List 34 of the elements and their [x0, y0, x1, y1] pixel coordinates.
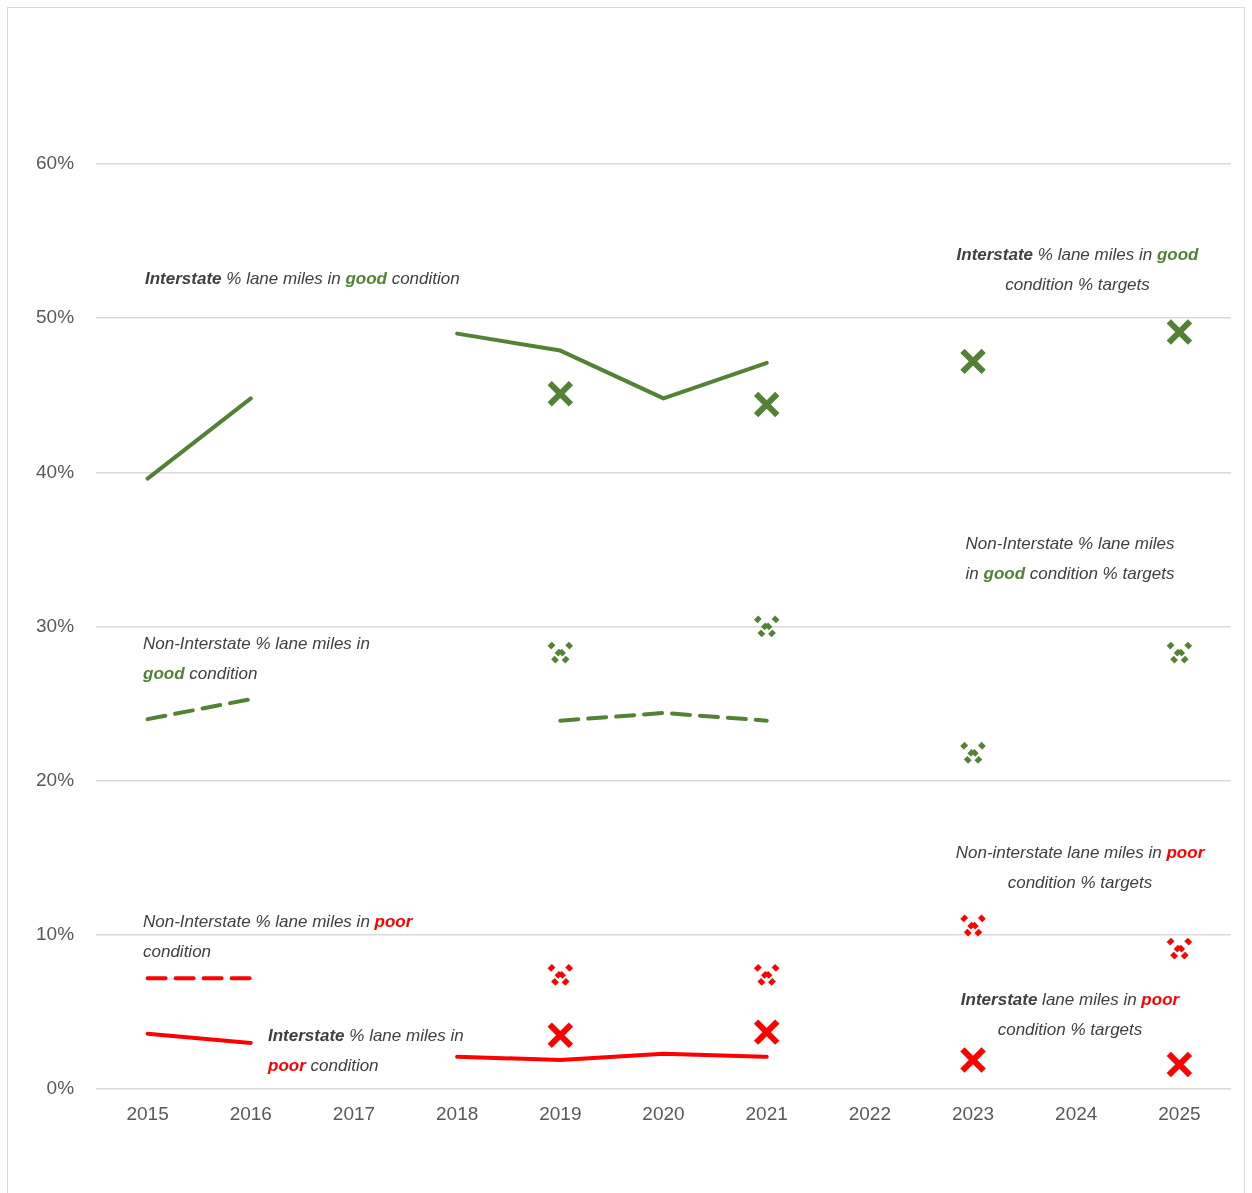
point — [753, 1018, 781, 1046]
point — [959, 1046, 987, 1074]
x-tick-label: 2022 — [848, 1102, 892, 1124]
y-tick-label: 10% — [36, 923, 75, 945]
point — [959, 347, 987, 375]
x-tick-label: 2019 — [539, 1102, 582, 1124]
y-tick-label: 40% — [36, 460, 75, 482]
point — [753, 390, 781, 419]
y-tick-label: 0% — [46, 1077, 75, 1099]
text: Non-Interstate % lane miles in good condition — [143, 634, 370, 683]
x-tick-label: 2023 — [951, 1102, 995, 1124]
point — [1165, 318, 1194, 346]
x-tick-label: 2021 — [745, 1102, 788, 1124]
x-tick-label: 2016 — [229, 1102, 272, 1124]
point — [546, 380, 574, 408]
x-tick-label: 2020 — [642, 1102, 685, 1124]
y-tick-label: 50% — [36, 306, 75, 328]
y-tick-label: 60% — [36, 152, 75, 174]
text: Interstate lane miles in poor condition % targets — [960, 990, 1180, 1039]
text: Interstate % lane miles in poor condition — [268, 1026, 464, 1075]
point — [1165, 1050, 1194, 1079]
text: Interstate % lane miles in good condition — [145, 269, 460, 288]
x-tick-label: 2018 — [436, 1102, 479, 1124]
text: Non-interstate lane miles in poor condition % targets — [955, 843, 1205, 892]
x-tick-label: 2017 — [332, 1102, 376, 1124]
y-tick-label: 20% — [36, 769, 75, 791]
text: Interstate % lane miles in good condition % targets — [956, 245, 1199, 294]
point — [546, 1021, 574, 1049]
y-tick-label: 30% — [36, 614, 75, 636]
x-tick-label: 2024 — [1055, 1102, 1098, 1124]
x-tick-label: 2025 — [1158, 1102, 1201, 1124]
text: Non-Interstate % lane miles in good condition % targets — [965, 534, 1175, 583]
text: Non-Interstate % lane miles in poor condition — [143, 912, 413, 961]
x-tick-label: 2015 — [126, 1102, 169, 1124]
